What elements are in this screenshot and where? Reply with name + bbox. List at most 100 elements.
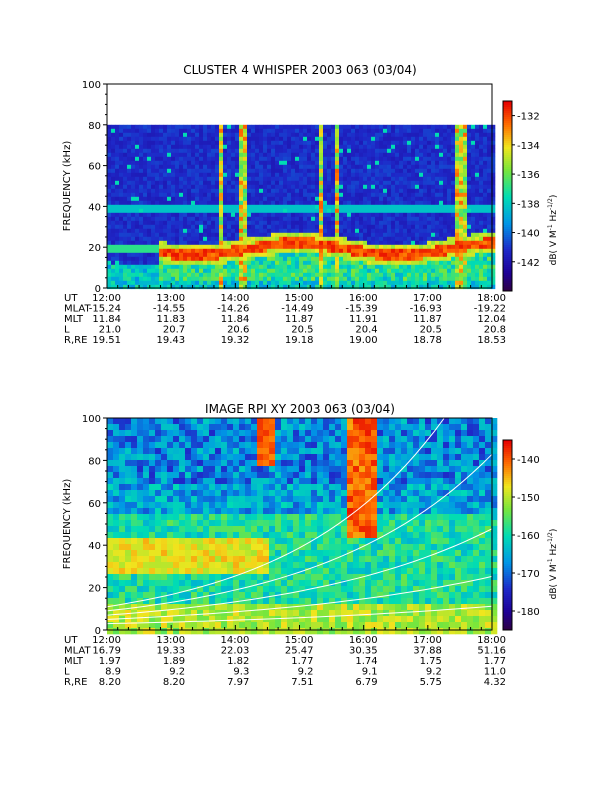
cb1-label-hz: Hz [549, 210, 559, 225]
table-cell: 19.00 [349, 335, 378, 346]
table-cell: 30.35 [349, 646, 378, 657]
table-cell: 16:00 [349, 635, 378, 646]
colorbar-tick-label: -132 [517, 112, 540, 123]
table-cell: 18.78 [413, 335, 442, 346]
table-cell: 13:00 [156, 635, 185, 646]
table-cell: 19.18 [285, 335, 314, 346]
colorbar-1 [502, 100, 513, 292]
cb2-label-main: dB( V M [549, 564, 559, 599]
cb1-label-sup: -1 [547, 224, 554, 230]
table-cell: 4.32 [484, 677, 506, 688]
table-cell: 9.2 [298, 667, 314, 678]
table-cell: 1.89 [163, 656, 185, 667]
y-tick-label: 40 [88, 541, 101, 552]
table-cell: 8.9 [105, 667, 121, 678]
x-axis-ticks-2 [106, 625, 493, 630]
table-cell: 16.79 [92, 646, 121, 657]
x-axis-ticks-1 [106, 283, 493, 288]
colorbar-ticks-1: -132 -134 -136 -138 -140 -142 [512, 112, 540, 269]
cb2-label-hz: Hz [549, 544, 559, 559]
table-cell: 12:00 [92, 635, 121, 646]
ephemeris-table-2: UT 12:00 13:00 14:00 15:00 16:00 17:00 18:00 MLA… [64, 635, 506, 688]
table-cell: -19.22 [474, 304, 506, 315]
table-cell: 51.16 [477, 646, 506, 657]
table-row-label: MLAT [64, 304, 91, 315]
table-cell: 17:00 [413, 293, 442, 304]
colorbar-tick-label: -138 [517, 199, 540, 210]
cb2-label-hzsup: -1/2 [547, 532, 554, 544]
colorbar-tick-label: -180 [517, 607, 540, 618]
table-cell: -14.55 [153, 304, 185, 315]
table-cell: 5.75 [420, 677, 442, 688]
colorbar-tick-label: -150 [517, 493, 540, 504]
y-axis-2: 0 20 40 60 80 100 [82, 414, 107, 637]
table-row-label: R,RE [64, 677, 87, 688]
table-cell: 11.0 [484, 667, 506, 678]
colorbar-2 [502, 439, 513, 631]
table-cell: 8.20 [99, 677, 121, 688]
panel-image-rpi: IMAGE RPI XY 2003 063 (03/04) 0 20 40 60 80 1… [62, 402, 559, 688]
cb1-label-main: dB( V M [549, 230, 559, 265]
colorbar-tick-label: -142 [517, 258, 540, 269]
table-row-label: UT [64, 635, 78, 646]
table-cell: 16:00 [349, 293, 378, 304]
table-cell: 1.97 [99, 656, 121, 667]
y-tick-label: 60 [88, 499, 101, 510]
trace-line [106, 453, 493, 612]
table-cell: 19.32 [221, 335, 250, 346]
trace-line [106, 528, 493, 616]
table-cell: 20.5 [420, 325, 442, 336]
table-cell: 21.0 [99, 325, 121, 336]
table-cell: -14.49 [281, 304, 313, 315]
table-cell: 20.7 [163, 325, 185, 336]
table-cell: 7.51 [291, 677, 313, 688]
y-tick-label: 0 [95, 626, 101, 637]
table-cell: 14:00 [221, 635, 250, 646]
table-cell: 9.2 [169, 667, 185, 678]
table-cell: 20.8 [484, 325, 506, 336]
spectrogram-2 [106, 418, 498, 635]
table-cell: 1.77 [484, 656, 506, 667]
table-cell: 18:00 [477, 293, 506, 304]
y-tick-label: 40 [88, 202, 101, 213]
table-cell: 20.5 [291, 325, 313, 336]
table-cell: 1.74 [355, 656, 377, 667]
table-cell: 22.03 [221, 646, 250, 657]
y-axis-label-2: FREQUENCY (kHz) [62, 479, 73, 570]
table-cell: 1.82 [227, 656, 249, 667]
table-cell: 17:00 [413, 635, 442, 646]
table-row-label: R,RE [64, 335, 87, 346]
table-cell: 11.84 [92, 314, 121, 325]
colorbar-tick-label: -140 [517, 229, 540, 240]
table-cell: 11.87 [285, 314, 314, 325]
table-cell: 15:00 [285, 635, 314, 646]
panel-2-title: IMAGE RPI XY 2003 063 (03/04) [205, 402, 395, 416]
y-axis-1: 0 20 40 60 80 100 [82, 80, 107, 295]
trace-line [106, 575, 493, 620]
ephemeris-table-1: UT 12:00 13:00 14:00 15:00 16:00 17:00 18:00 MLA… [64, 293, 506, 346]
spectrogram-1 [107, 84, 496, 290]
colorbar-label-2: dB( V M-1 Hz-1/2) [547, 529, 559, 600]
table-cell: 1.75 [420, 656, 442, 667]
cb2-label-sup: -1 [547, 558, 554, 564]
table-cell: 14:00 [221, 293, 250, 304]
table-cell: 19.43 [157, 335, 186, 346]
table-cell: 8.20 [163, 677, 185, 688]
table-cell: 11.91 [349, 314, 378, 325]
y-tick-label: 100 [82, 414, 101, 425]
table-row-label: UT [64, 293, 78, 304]
table-cell: 1.77 [291, 656, 313, 667]
table-cell: 9.3 [233, 667, 249, 678]
table-row-label: MLT [64, 314, 84, 325]
y-tick-label: 60 [88, 162, 101, 173]
table-cell: 15:00 [285, 293, 314, 304]
cb1-label-close: ) [549, 195, 559, 199]
table-cell: 20.4 [355, 325, 377, 336]
y-tick-label: 100 [82, 80, 101, 91]
table-cell: 19.33 [157, 646, 186, 657]
panel-cluster-whisper: CLUSTER 4 WHISPER 2003 063 (03/04) 0 20 40… [62, 63, 559, 346]
y-axis-label-1: FREQUENCY (kHz) [62, 141, 73, 232]
table-cell: 13:00 [156, 293, 185, 304]
panel-1-title: CLUSTER 4 WHISPER 2003 063 (03/04) [183, 63, 416, 77]
y-tick-label: 0 [95, 284, 101, 295]
